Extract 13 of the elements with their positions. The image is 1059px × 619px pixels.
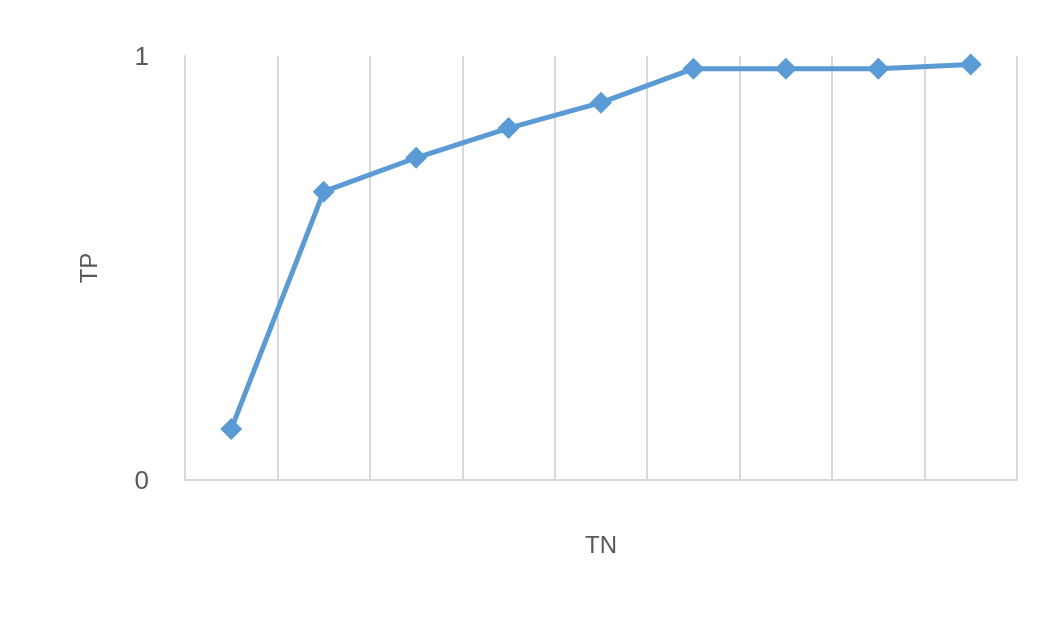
x-axis-title: TN	[585, 530, 617, 558]
point	[312, 180, 335, 203]
point	[220, 418, 243, 441]
y-tick-label: 0	[134, 465, 149, 495]
point	[497, 117, 520, 140]
y-tick-label: 1	[134, 41, 149, 71]
point	[959, 53, 982, 76]
point	[590, 91, 612, 114]
point	[405, 146, 428, 169]
point	[682, 57, 705, 80]
point	[774, 57, 797, 80]
point	[867, 57, 890, 80]
y-axis-title: TP	[74, 252, 102, 284]
